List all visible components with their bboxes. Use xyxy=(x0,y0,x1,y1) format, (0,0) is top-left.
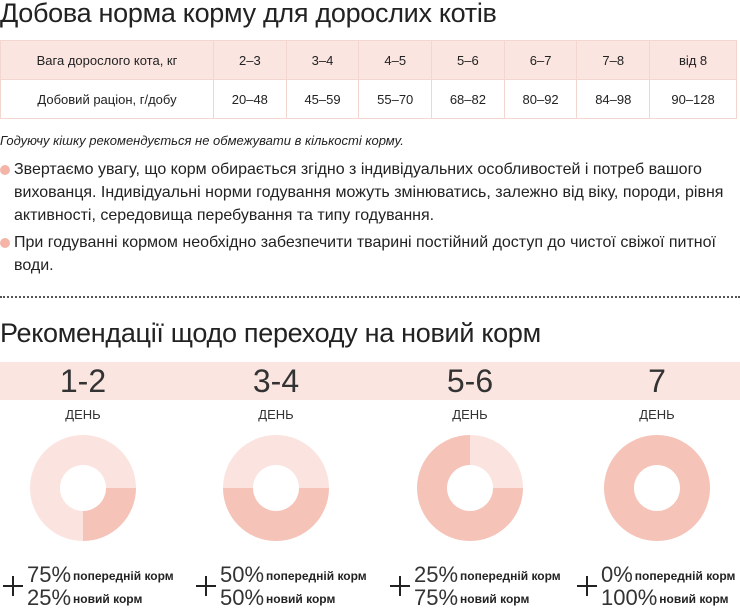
divider xyxy=(0,296,740,298)
day-unit: ДЕНЬ xyxy=(258,407,293,422)
table: Вага дорослого кота, кг 2–3 3–4 4–5 5–6 6–7 7–… xyxy=(0,40,737,119)
table-cell: 4–5 xyxy=(358,40,433,80)
table-row: Вага дорослого кота, кг 2–3 3–4 4–5 5–6 6–7 7–… xyxy=(0,40,737,80)
table-cell: 20–48 xyxy=(213,79,287,119)
day-label: 5-6 xyxy=(447,363,493,399)
day-label: 3-4 xyxy=(253,363,299,399)
donut-segment xyxy=(470,435,523,488)
percent: 25% xyxy=(414,562,458,587)
legend-text: попередній корм xyxy=(635,569,736,583)
table-row: Добовий раціон, г/добу 20–48 45–59 55–70 68–… xyxy=(0,79,737,119)
donut-segment xyxy=(223,488,329,541)
table-cell: 90–128 xyxy=(649,79,737,119)
donut-segment xyxy=(30,435,136,541)
donut-segment xyxy=(83,488,136,541)
percent: 25% xyxy=(27,585,71,610)
section-title: Рекомендації щодо переходу на новий корм xyxy=(0,318,541,348)
table-cell: від 8 xyxy=(649,40,737,80)
bullet: Звертаємо увагу, що корм обирається згід… xyxy=(0,158,734,227)
bullets: Звертаємо увагу, що корм обирається згід… xyxy=(0,158,734,281)
table-cell: 5–6 xyxy=(431,40,505,80)
percent: 100% xyxy=(601,585,657,610)
table-cell: Добовий раціон, г/добу xyxy=(0,79,214,119)
percent: 0% xyxy=(601,562,633,587)
table-cell: 2–3 xyxy=(213,40,287,80)
legend-text: попередній корм xyxy=(73,569,174,583)
bullet: При годуванні кормом необхідно забезпечи… xyxy=(0,231,734,277)
legend-text: новий корм xyxy=(73,592,142,606)
bullet-dot xyxy=(0,165,10,175)
donut-segment xyxy=(223,435,329,488)
table-cell: 80–92 xyxy=(503,79,578,119)
day-unit: ДЕНЬ xyxy=(65,407,100,422)
legend-text: новий корм xyxy=(266,592,335,606)
day-label: 1-2 xyxy=(60,363,106,399)
title: Добова норма корму для дорослих котів xyxy=(0,0,497,28)
donut-segment xyxy=(604,435,710,541)
percent: 75% xyxy=(414,585,458,610)
day-unit: ДЕНЬ xyxy=(639,407,674,422)
bullet-dot xyxy=(0,238,10,248)
band xyxy=(0,362,740,400)
legend-text: новий корм xyxy=(659,592,728,606)
table-cell: 68–82 xyxy=(431,79,505,119)
legend-text: новий корм xyxy=(460,592,529,606)
percent: 50% xyxy=(220,562,264,587)
day-label: 7 xyxy=(648,363,666,399)
percent: 75% xyxy=(27,562,71,587)
note: Годуючу кішку рекомендується не обмежува… xyxy=(0,133,404,148)
table-cell: Вага дорослого кота, кг xyxy=(0,40,214,80)
legend-text: попередній корм xyxy=(266,569,367,583)
donut-segment xyxy=(417,435,523,541)
table-cell: 3–4 xyxy=(285,40,360,80)
day-unit: ДЕНЬ xyxy=(452,407,487,422)
table-cell: 55–70 xyxy=(358,79,433,119)
table-cell: 45–59 xyxy=(285,79,360,119)
table-cell: 84–98 xyxy=(576,79,651,119)
table-cell: 7–8 xyxy=(576,40,651,80)
table-cell: 6–7 xyxy=(503,40,578,80)
percent: 50% xyxy=(220,585,264,610)
legend-text: попередній корм xyxy=(460,569,561,583)
